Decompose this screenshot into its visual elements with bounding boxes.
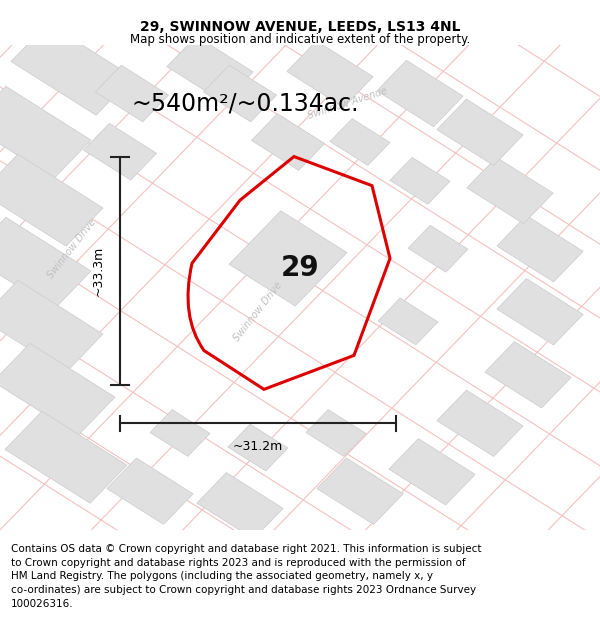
Polygon shape (83, 123, 157, 180)
Text: Swinnow Drive: Swinnow Drive (232, 280, 284, 343)
Polygon shape (11, 23, 133, 115)
Polygon shape (378, 298, 438, 345)
Polygon shape (203, 65, 277, 122)
Polygon shape (0, 154, 103, 246)
Text: Map shows position and indicative extent of the property.: Map shows position and indicative extent… (130, 33, 470, 46)
Polygon shape (167, 36, 253, 102)
Polygon shape (229, 211, 347, 306)
Polygon shape (467, 158, 553, 224)
Polygon shape (389, 439, 475, 505)
Text: ~540m²/~0.134ac.: ~540m²/~0.134ac. (132, 91, 359, 115)
Polygon shape (228, 424, 288, 471)
Polygon shape (251, 114, 325, 170)
Polygon shape (317, 458, 403, 524)
Polygon shape (197, 472, 283, 539)
Polygon shape (330, 119, 390, 166)
Polygon shape (390, 158, 450, 204)
Polygon shape (0, 343, 115, 436)
Polygon shape (107, 458, 193, 524)
Polygon shape (437, 99, 523, 166)
Polygon shape (408, 225, 468, 272)
Polygon shape (0, 217, 91, 309)
Polygon shape (437, 390, 523, 456)
Text: Contains OS data © Crown copyright and database right 2021. This information is : Contains OS data © Crown copyright and d… (11, 544, 481, 554)
Polygon shape (377, 60, 463, 127)
Polygon shape (150, 409, 210, 456)
Text: to Crown copyright and database rights 2023 and is reproduced with the permissio: to Crown copyright and database rights 2… (11, 558, 466, 568)
Polygon shape (497, 216, 583, 282)
Polygon shape (0, 281, 103, 372)
Text: Swinnow Avenue: Swinnow Avenue (307, 86, 389, 121)
Text: 29: 29 (281, 254, 319, 282)
Text: HM Land Registry. The polygons (including the associated geometry, namely x, y: HM Land Registry. The polygons (includin… (11, 571, 433, 581)
Polygon shape (95, 65, 169, 122)
Polygon shape (287, 41, 373, 107)
Text: 29, SWINNOW AVENUE, LEEDS, LS13 4NL: 29, SWINNOW AVENUE, LEEDS, LS13 4NL (140, 20, 460, 34)
Text: co-ordinates) are subject to Crown copyright and database rights 2023 Ordnance S: co-ordinates) are subject to Crown copyr… (11, 585, 476, 595)
Polygon shape (0, 86, 91, 178)
Text: 100026316.: 100026316. (11, 599, 73, 609)
Polygon shape (497, 279, 583, 345)
Polygon shape (5, 411, 127, 503)
Polygon shape (485, 342, 571, 408)
Polygon shape (306, 409, 366, 456)
Text: Swinnow Drive: Swinnow Drive (46, 217, 98, 280)
Text: ~33.3m: ~33.3m (92, 246, 105, 296)
Text: ~31.2m: ~31.2m (233, 440, 283, 453)
